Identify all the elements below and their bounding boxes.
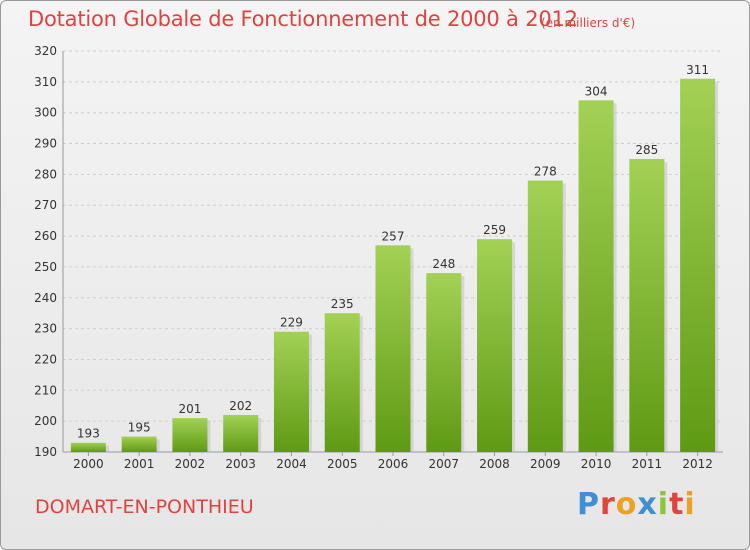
x-tick-label: 2004 (276, 457, 307, 471)
y-tick-label: 230 (34, 322, 57, 336)
commune-name: DOMART-EN-PONTHIEU (35, 496, 254, 518)
bar-value-label: 259 (483, 223, 506, 237)
y-tick-label: 210 (34, 383, 57, 397)
y-tick-label: 190 (34, 445, 57, 459)
bar (578, 100, 614, 452)
y-tick-label: 270 (34, 198, 57, 212)
y-tick-label: 280 (34, 167, 57, 181)
bar (273, 331, 309, 452)
x-tick-label: 2003 (225, 457, 256, 471)
y-tick-label: 200 (34, 414, 57, 428)
bar (121, 436, 157, 452)
bar-value-label: 235 (331, 297, 354, 311)
x-tick-label: 2006 (378, 457, 409, 471)
x-tick-label: 2012 (682, 457, 713, 471)
x-tick-label: 2007 (428, 457, 459, 471)
x-tick-label: 2000 (73, 457, 104, 471)
x-tick-label: 2001 (124, 457, 155, 471)
bar (223, 414, 259, 452)
bar (629, 158, 665, 452)
bar (70, 442, 106, 452)
y-tick-label: 250 (34, 260, 57, 274)
chart-title: Dotation Globale de Fonctionnement de 20… (28, 7, 578, 31)
bar (426, 273, 462, 452)
proxiti-logo[interactable]: Proxiti (577, 487, 696, 522)
bar-value-label: 311 (686, 63, 709, 77)
x-tick-label: 2005 (327, 457, 358, 471)
bar (172, 418, 208, 452)
bar (680, 78, 716, 452)
bar-value-label: 195 (128, 421, 151, 435)
plot-area: 190 200 210 220 230 240 250 260 270 280 290 300 310 3… (34, 44, 723, 471)
y-tick-label: 220 (34, 352, 57, 366)
y-tick-label: 300 (34, 106, 57, 120)
y-tick-label: 260 (34, 229, 57, 243)
y-tick-label: 320 (34, 44, 57, 58)
x-tick-label: 2002 (175, 457, 206, 471)
bar-value-label: 202 (229, 399, 252, 413)
bar-value-label: 229 (280, 316, 303, 330)
x-tick-label: 2011 (632, 457, 663, 471)
bar-value-label: 201 (178, 402, 201, 416)
bar-value-label: 304 (585, 84, 608, 98)
y-tick-label: 310 (34, 75, 57, 89)
bar-value-label: 278 (534, 165, 557, 179)
bar (324, 313, 360, 452)
y-tick-label: 290 (34, 137, 57, 151)
bar-value-label: 285 (635, 143, 658, 157)
bar-value-label: 257 (382, 229, 405, 243)
x-tick-label: 2009 (530, 457, 561, 471)
bar-value-label: 248 (432, 257, 455, 271)
bar (477, 239, 513, 452)
y-tick-label: 240 (34, 291, 57, 305)
x-tick-label: 2010 (581, 457, 612, 471)
x-tick-label: 2008 (479, 457, 510, 471)
bar (375, 245, 411, 452)
bar (527, 180, 563, 453)
chart-subtitle: (en milliers d'€) (541, 16, 636, 30)
bar-value-label: 193 (77, 427, 100, 441)
